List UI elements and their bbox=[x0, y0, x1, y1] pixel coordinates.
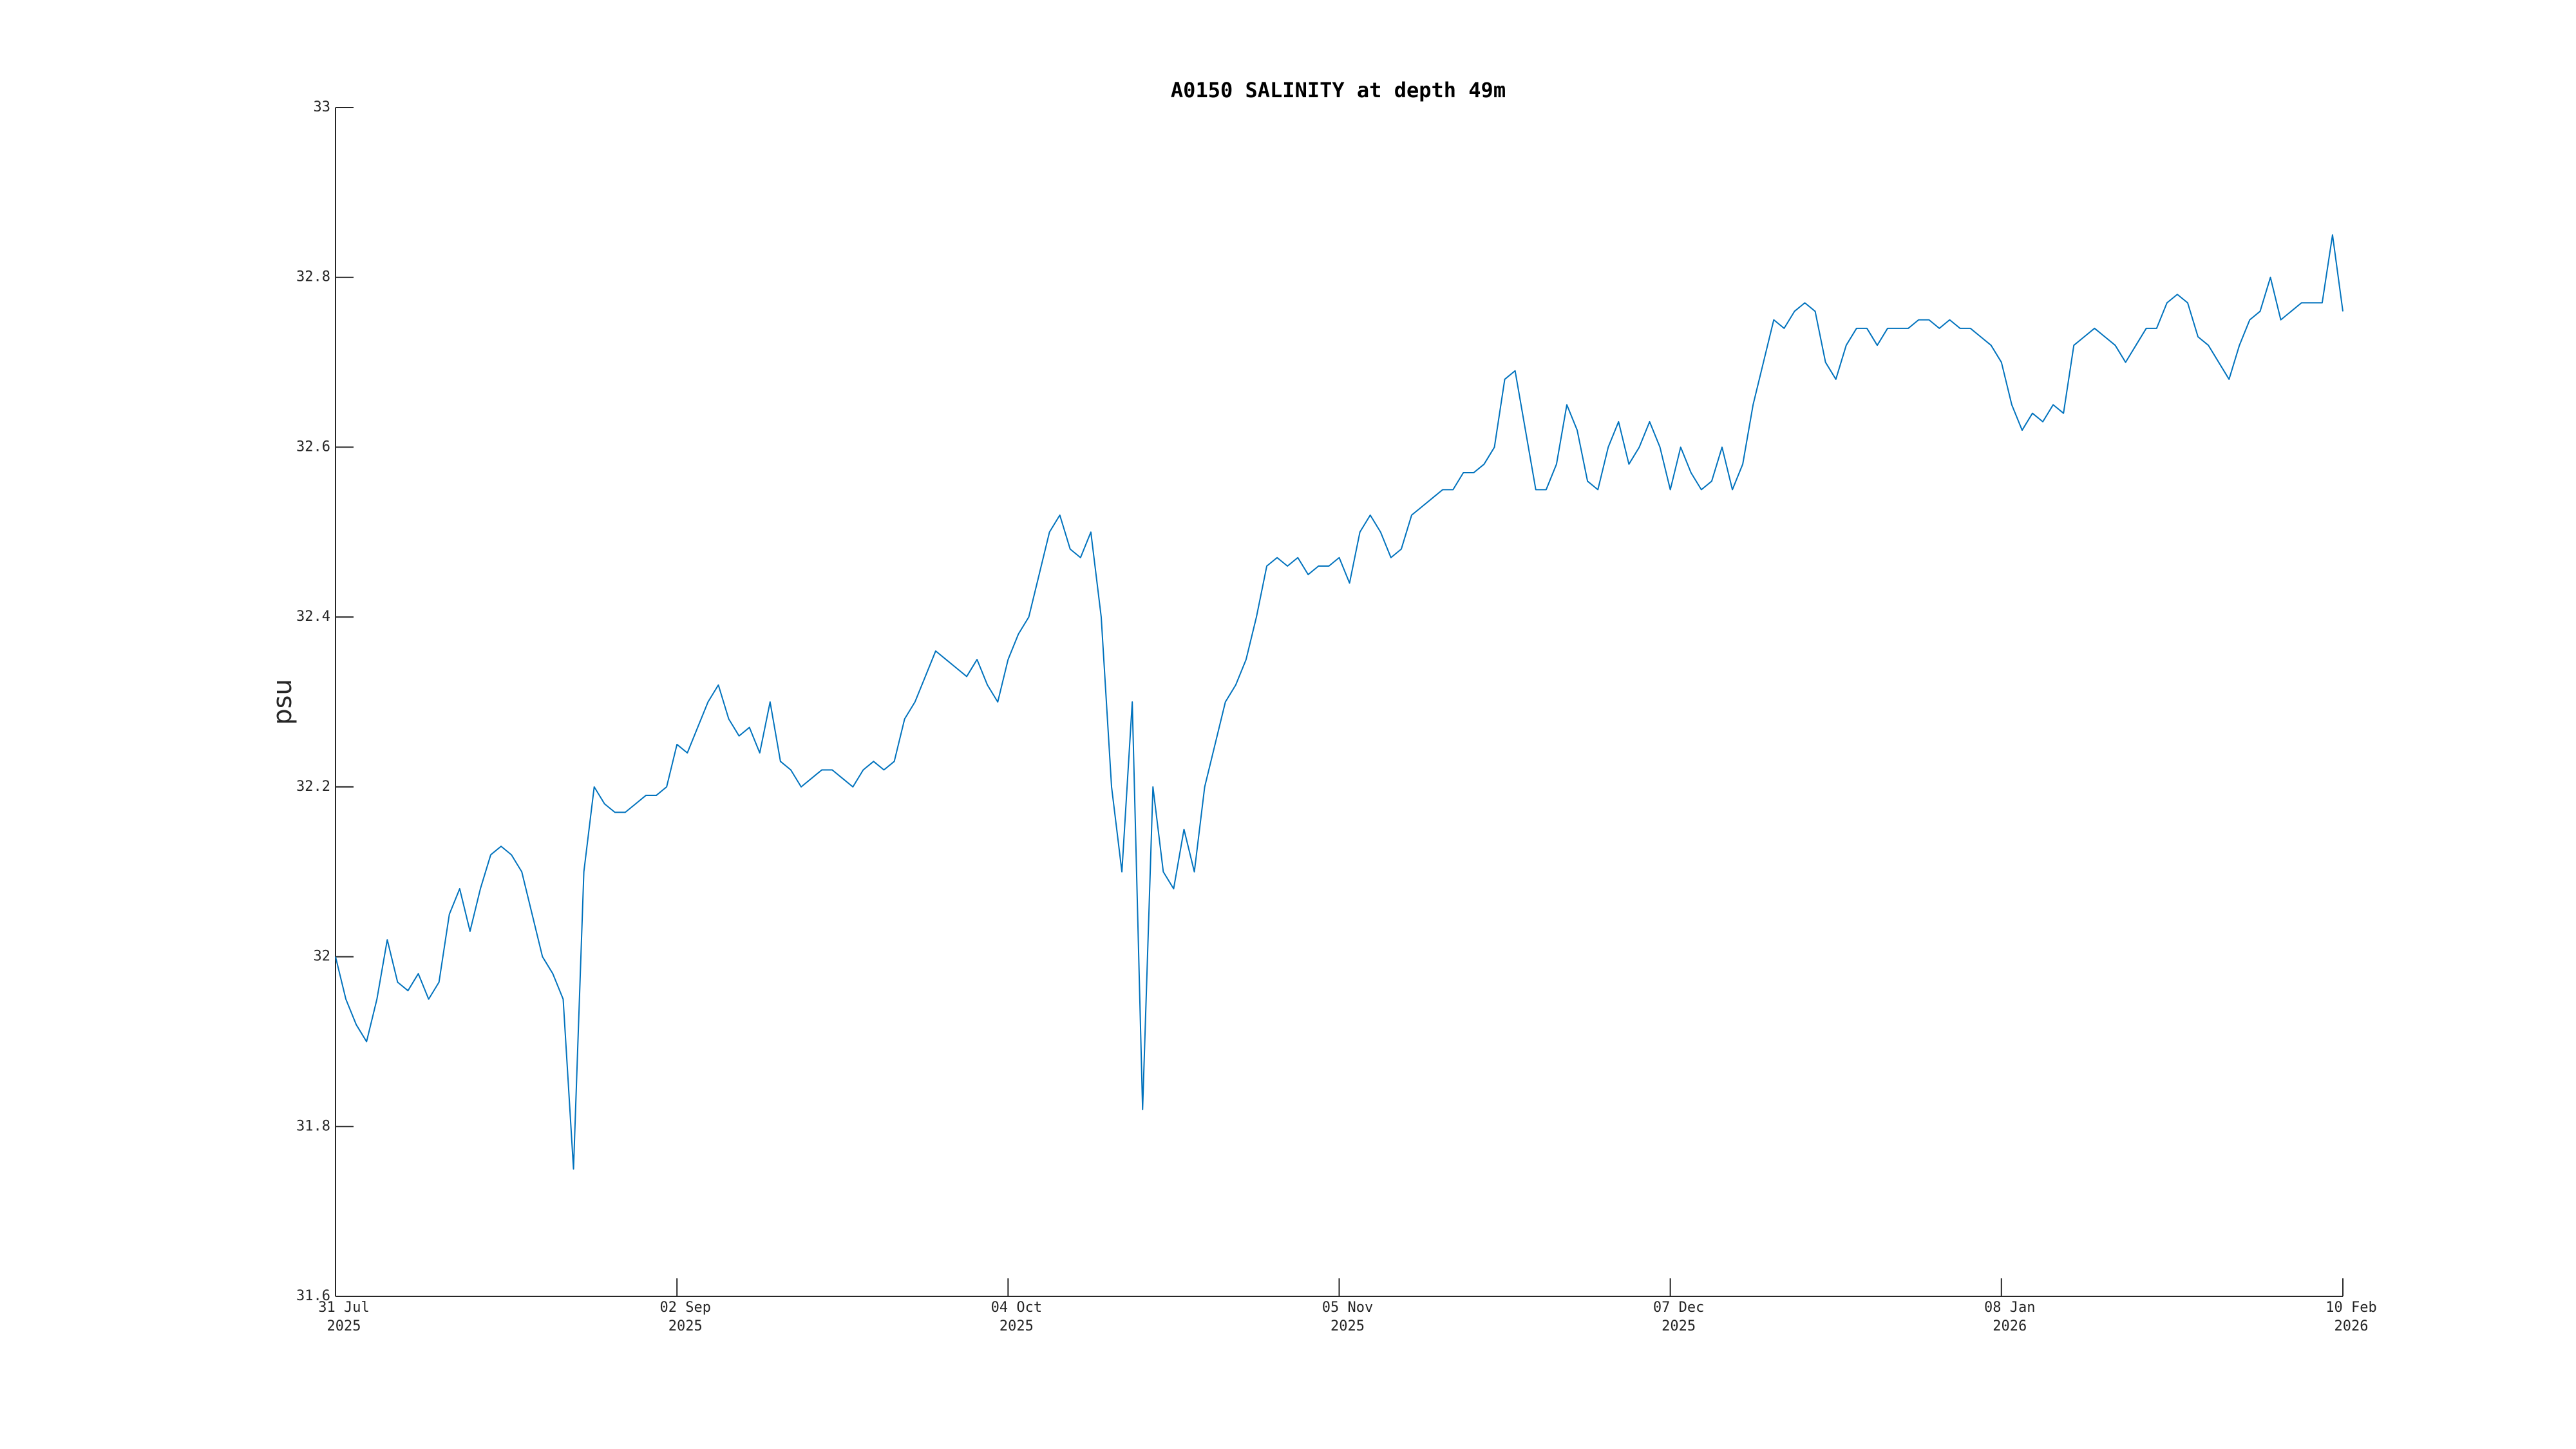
y-tick-label: 31.8 bbox=[296, 1118, 330, 1134]
y-tick-label: 32.4 bbox=[296, 609, 330, 625]
x-tick-label: 2025 bbox=[1662, 1318, 1696, 1334]
y-tick-label: 32 bbox=[314, 949, 331, 965]
x-tick-label: 08 Jan bbox=[1984, 1300, 2035, 1316]
y-tick-label: 32.8 bbox=[296, 269, 330, 285]
x-tick-label: 2025 bbox=[1331, 1318, 1365, 1334]
y-tick-label: 31.6 bbox=[296, 1288, 330, 1304]
x-tick-label: 31 Jul bbox=[318, 1300, 369, 1316]
chart-title: A0150 SALINITY at depth 49m bbox=[1171, 78, 1506, 102]
y-axis-label: psu bbox=[268, 679, 298, 725]
x-tick-label: 10 Feb bbox=[2325, 1300, 2376, 1316]
y-tick-label: 33 bbox=[314, 99, 331, 115]
x-tick-label: 2026 bbox=[2334, 1318, 2369, 1334]
x-tick-label: 2026 bbox=[1993, 1318, 2027, 1334]
data-line bbox=[335, 234, 2344, 1170]
y-tick-label: 32.2 bbox=[296, 779, 330, 795]
x-tick-label: 02 Sep bbox=[659, 1300, 710, 1316]
x-tick-label: 2025 bbox=[668, 1318, 703, 1334]
x-tick-label: 04 Oct bbox=[991, 1300, 1042, 1316]
x-tick-label: 07 Dec bbox=[1653, 1300, 1704, 1316]
y-tick-label: 32.6 bbox=[296, 439, 330, 455]
x-tick-label: 05 Nov bbox=[1322, 1300, 1373, 1316]
x-tick-label: 2025 bbox=[327, 1318, 361, 1334]
x-tick-label: 2025 bbox=[999, 1318, 1034, 1334]
